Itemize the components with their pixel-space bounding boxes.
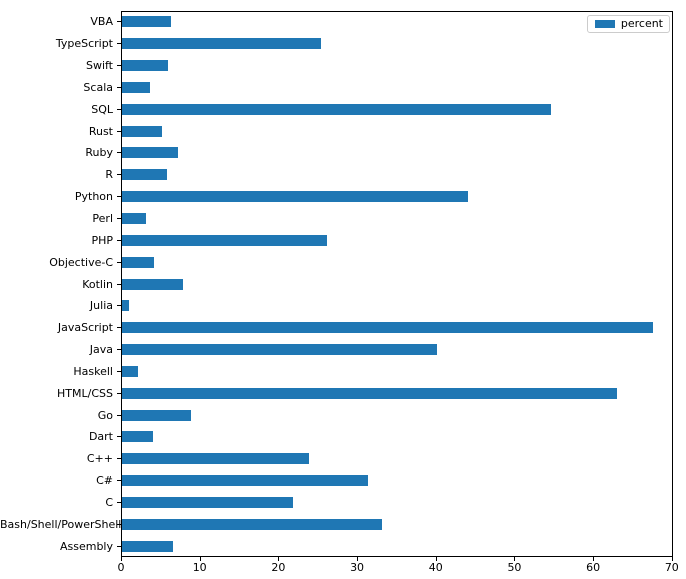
y-tick-mark bbox=[117, 480, 121, 482]
y-axis-label-swift: Swift bbox=[85, 59, 113, 73]
y-axis-label-typescript: TypeScript bbox=[55, 37, 113, 51]
bar-perl bbox=[122, 212, 147, 224]
y-axis-label-dart: Dart bbox=[88, 430, 113, 444]
x-tick-mark bbox=[593, 557, 595, 561]
x-tick-label-50: 50 bbox=[507, 561, 522, 574]
y-axis-label-assembly: Assembly bbox=[59, 539, 113, 553]
y-axis-label-kotlin: Kotlin bbox=[82, 277, 113, 291]
y-axis-label-rust: Rust bbox=[88, 124, 113, 138]
legend-swatch-icon bbox=[594, 20, 615, 28]
y-tick-mark bbox=[117, 458, 121, 460]
y-tick-mark bbox=[117, 414, 121, 416]
y-axis-label-python: Python bbox=[74, 190, 113, 204]
bar-sql bbox=[122, 103, 551, 115]
y-tick-mark bbox=[117, 392, 121, 394]
bar-c bbox=[122, 475, 369, 487]
x-tick-label-0: 0 bbox=[117, 561, 125, 574]
x-tick-mark bbox=[514, 557, 516, 561]
y-tick-mark bbox=[117, 436, 121, 438]
y-axis-label-go: Go bbox=[97, 408, 113, 422]
y-axis-label-javascript: JavaScript bbox=[57, 321, 113, 335]
bar-c bbox=[122, 496, 293, 508]
y-tick-mark bbox=[117, 217, 121, 219]
bar-javascript bbox=[122, 322, 653, 334]
y-axis-label-julia: Julia bbox=[89, 299, 113, 313]
y-tick-mark bbox=[117, 65, 121, 67]
bar-julia bbox=[122, 300, 130, 312]
y-tick-mark bbox=[117, 152, 121, 154]
y-axis-label-haskell: Haskell bbox=[73, 364, 113, 378]
y-axis-label-objective-c: Objective-C bbox=[49, 255, 113, 269]
y-tick-mark bbox=[117, 196, 121, 198]
bar-objective-c bbox=[122, 256, 155, 268]
x-tick-label-70: 70 bbox=[664, 561, 679, 574]
x-tick-label-40: 40 bbox=[428, 561, 443, 574]
bar-kotlin bbox=[122, 278, 184, 290]
plot-area: percent bbox=[121, 11, 673, 557]
bar-rust bbox=[122, 125, 162, 137]
bar-scala bbox=[122, 81, 151, 93]
bar-go bbox=[122, 409, 191, 421]
x-tick-mark bbox=[278, 557, 280, 561]
y-axis-label-ruby: Ruby bbox=[85, 146, 113, 160]
x-tick-mark bbox=[435, 557, 437, 561]
bar-swift bbox=[122, 60, 169, 72]
x-tick-label-60: 60 bbox=[586, 561, 601, 574]
bar-bash-shell-powershell bbox=[122, 518, 382, 530]
y-tick-mark bbox=[117, 501, 121, 503]
x-tick-label-10: 10 bbox=[192, 561, 207, 574]
y-axis-label-bash-shell-powershell: Bash/Shell/PowerShell bbox=[0, 517, 122, 531]
legend: percent bbox=[586, 15, 670, 33]
y-tick-mark bbox=[117, 261, 121, 263]
bar-php bbox=[122, 234, 328, 246]
y-tick-mark bbox=[117, 130, 121, 132]
bar-vba bbox=[122, 16, 171, 28]
y-tick-mark bbox=[117, 523, 121, 525]
y-tick-mark bbox=[117, 283, 121, 285]
y-axis-label-c: C++ bbox=[86, 452, 113, 466]
y-tick-mark bbox=[117, 43, 121, 45]
y-tick-mark bbox=[117, 305, 121, 307]
y-axis-label-scala: Scala bbox=[83, 80, 113, 94]
bar-python bbox=[122, 191, 468, 203]
y-tick-mark bbox=[117, 370, 121, 372]
bar-java bbox=[122, 344, 438, 356]
x-tick-mark bbox=[121, 557, 122, 561]
y-tick-mark bbox=[117, 21, 121, 23]
bar-html-css bbox=[122, 387, 617, 399]
y-tick-mark bbox=[117, 349, 121, 351]
y-tick-mark bbox=[117, 108, 121, 110]
y-axis-label-r: R bbox=[105, 168, 113, 182]
x-tick-label-30: 30 bbox=[350, 561, 365, 574]
y-axis-label-perl: Perl bbox=[92, 211, 113, 225]
y-tick-mark bbox=[117, 239, 121, 241]
y-axis-label-vba: VBA bbox=[90, 15, 113, 29]
legend-label: percent bbox=[620, 17, 663, 30]
x-tick-mark bbox=[357, 557, 359, 561]
bar-typescript bbox=[122, 38, 322, 50]
bar-assembly bbox=[122, 540, 173, 552]
bar-c bbox=[122, 453, 310, 465]
y-axis-label-java: Java bbox=[89, 343, 113, 357]
y-tick-mark bbox=[117, 86, 121, 88]
y-tick-mark bbox=[117, 174, 121, 176]
y-axis-label-c: C bbox=[105, 495, 113, 509]
bar-r bbox=[122, 169, 167, 181]
x-tick-mark bbox=[671, 557, 673, 561]
y-tick-mark bbox=[117, 327, 121, 329]
x-tick-mark bbox=[199, 557, 201, 561]
y-axis-label-c: C# bbox=[96, 474, 113, 488]
y-axis-label-php: PHP bbox=[91, 233, 113, 247]
y-tick-mark bbox=[117, 545, 121, 547]
bar-dart bbox=[122, 431, 154, 443]
bar-ruby bbox=[122, 147, 178, 159]
y-axis-label-sql: SQL bbox=[91, 102, 113, 116]
x-tick-label-20: 20 bbox=[271, 561, 286, 574]
y-axis-label-html-css: HTML/CSS bbox=[57, 386, 113, 400]
bar-haskell bbox=[122, 365, 139, 377]
